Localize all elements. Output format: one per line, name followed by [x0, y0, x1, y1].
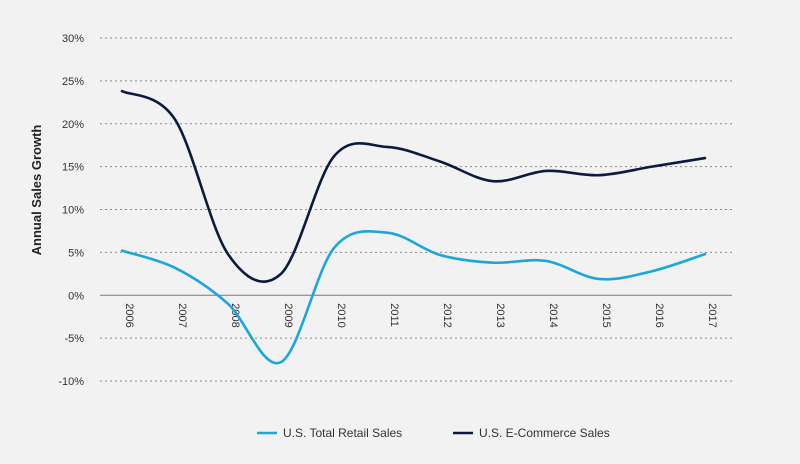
series-line-u-s-e-commerce-sales — [122, 91, 705, 281]
series-line-u-s-total-retail-sales — [122, 231, 705, 363]
y-tick-label: -10% — [58, 376, 84, 388]
x-tick-label: 2014 — [547, 303, 559, 327]
legend: U.S. Total Retail Sales U.S. E-Commerce S… — [257, 426, 610, 440]
x-tick-label: 2015 — [600, 303, 612, 327]
x-tick-label: 2006 — [123, 303, 135, 327]
y-tick-label: 25% — [62, 76, 84, 88]
y-axis-title: Annual Sales Growth — [29, 125, 44, 256]
x-tick-label: 2012 — [441, 303, 453, 327]
x-tick-label: 2017 — [706, 303, 718, 327]
y-tick-label: 10% — [62, 205, 84, 217]
y-axis-ticks: 30% 25% 20% 15% 10% 5% 0% -5% -10% — [58, 33, 84, 388]
legend-label: U.S. Total Retail Sales — [283, 426, 402, 440]
x-tick-label: 2009 — [282, 303, 294, 327]
x-tick-label: 2011 — [388, 303, 400, 327]
x-tick-label: 2010 — [335, 303, 347, 327]
x-tick-label: 2016 — [653, 303, 665, 327]
x-tick-label: 2013 — [494, 303, 506, 327]
legend-label: U.S. E-Commerce Sales — [479, 426, 610, 440]
series-lines — [122, 91, 705, 363]
y-tick-label: 15% — [62, 162, 84, 174]
y-tick-label: 5% — [68, 247, 84, 259]
y-tick-label: 20% — [62, 119, 84, 131]
x-tick-label: 2007 — [176, 303, 188, 327]
y-tick-label: 30% — [62, 33, 84, 45]
y-tick-label: -5% — [64, 333, 84, 345]
gridlines — [100, 38, 732, 381]
y-tick-label: 0% — [68, 290, 84, 302]
